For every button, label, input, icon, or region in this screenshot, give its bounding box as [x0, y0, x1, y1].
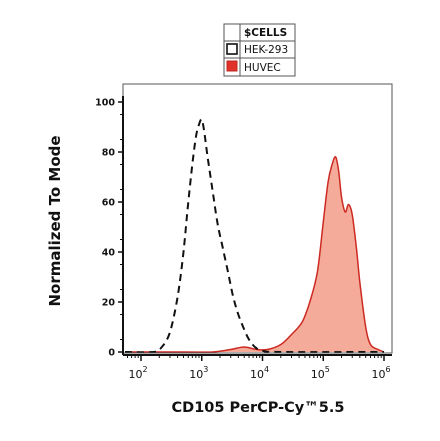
y-tick-label: 100: [95, 98, 115, 109]
x-tick-label: 105: [311, 365, 330, 381]
legend-label-hek293: HEK-293: [244, 44, 288, 56]
plot-area: 0 20 40 60 80 100 102 103 104 105 106: [95, 83, 393, 381]
y-tick-label: 80: [102, 148, 116, 159]
legend-label-huvec: HUVEC: [244, 62, 281, 74]
x-tick-label: 102: [128, 365, 147, 381]
legend-swatch-huvec: [226, 60, 238, 72]
series-layer: [124, 118, 385, 354]
x-tick-label: 106: [371, 365, 390, 381]
x-tick-label: 104: [250, 365, 269, 381]
x-tick-label: 103: [189, 365, 208, 381]
legend-title: $CELLS: [244, 27, 287, 39]
x-axis-label: CD105 PerCP-Cy™5.5: [172, 400, 345, 416]
y-tick-label: 0: [108, 348, 115, 359]
series-area-huvec: [125, 156, 384, 353]
legend: $CELLS HEK-293 HUVEC: [223, 23, 296, 77]
y-tick-label: 40: [102, 248, 116, 259]
y-axis-ticks: 0 20 40 60 80 100: [95, 98, 123, 359]
legend-swatch-hek293: [226, 43, 238, 55]
x-axis-ticks: 102 103 104 105 106: [127, 355, 391, 381]
y-axis-label: Normalized To Mode: [46, 135, 64, 306]
series-line-huvec: [124, 156, 385, 353]
y-tick-label: 20: [102, 298, 116, 309]
y-tick-label: 60: [102, 198, 116, 209]
